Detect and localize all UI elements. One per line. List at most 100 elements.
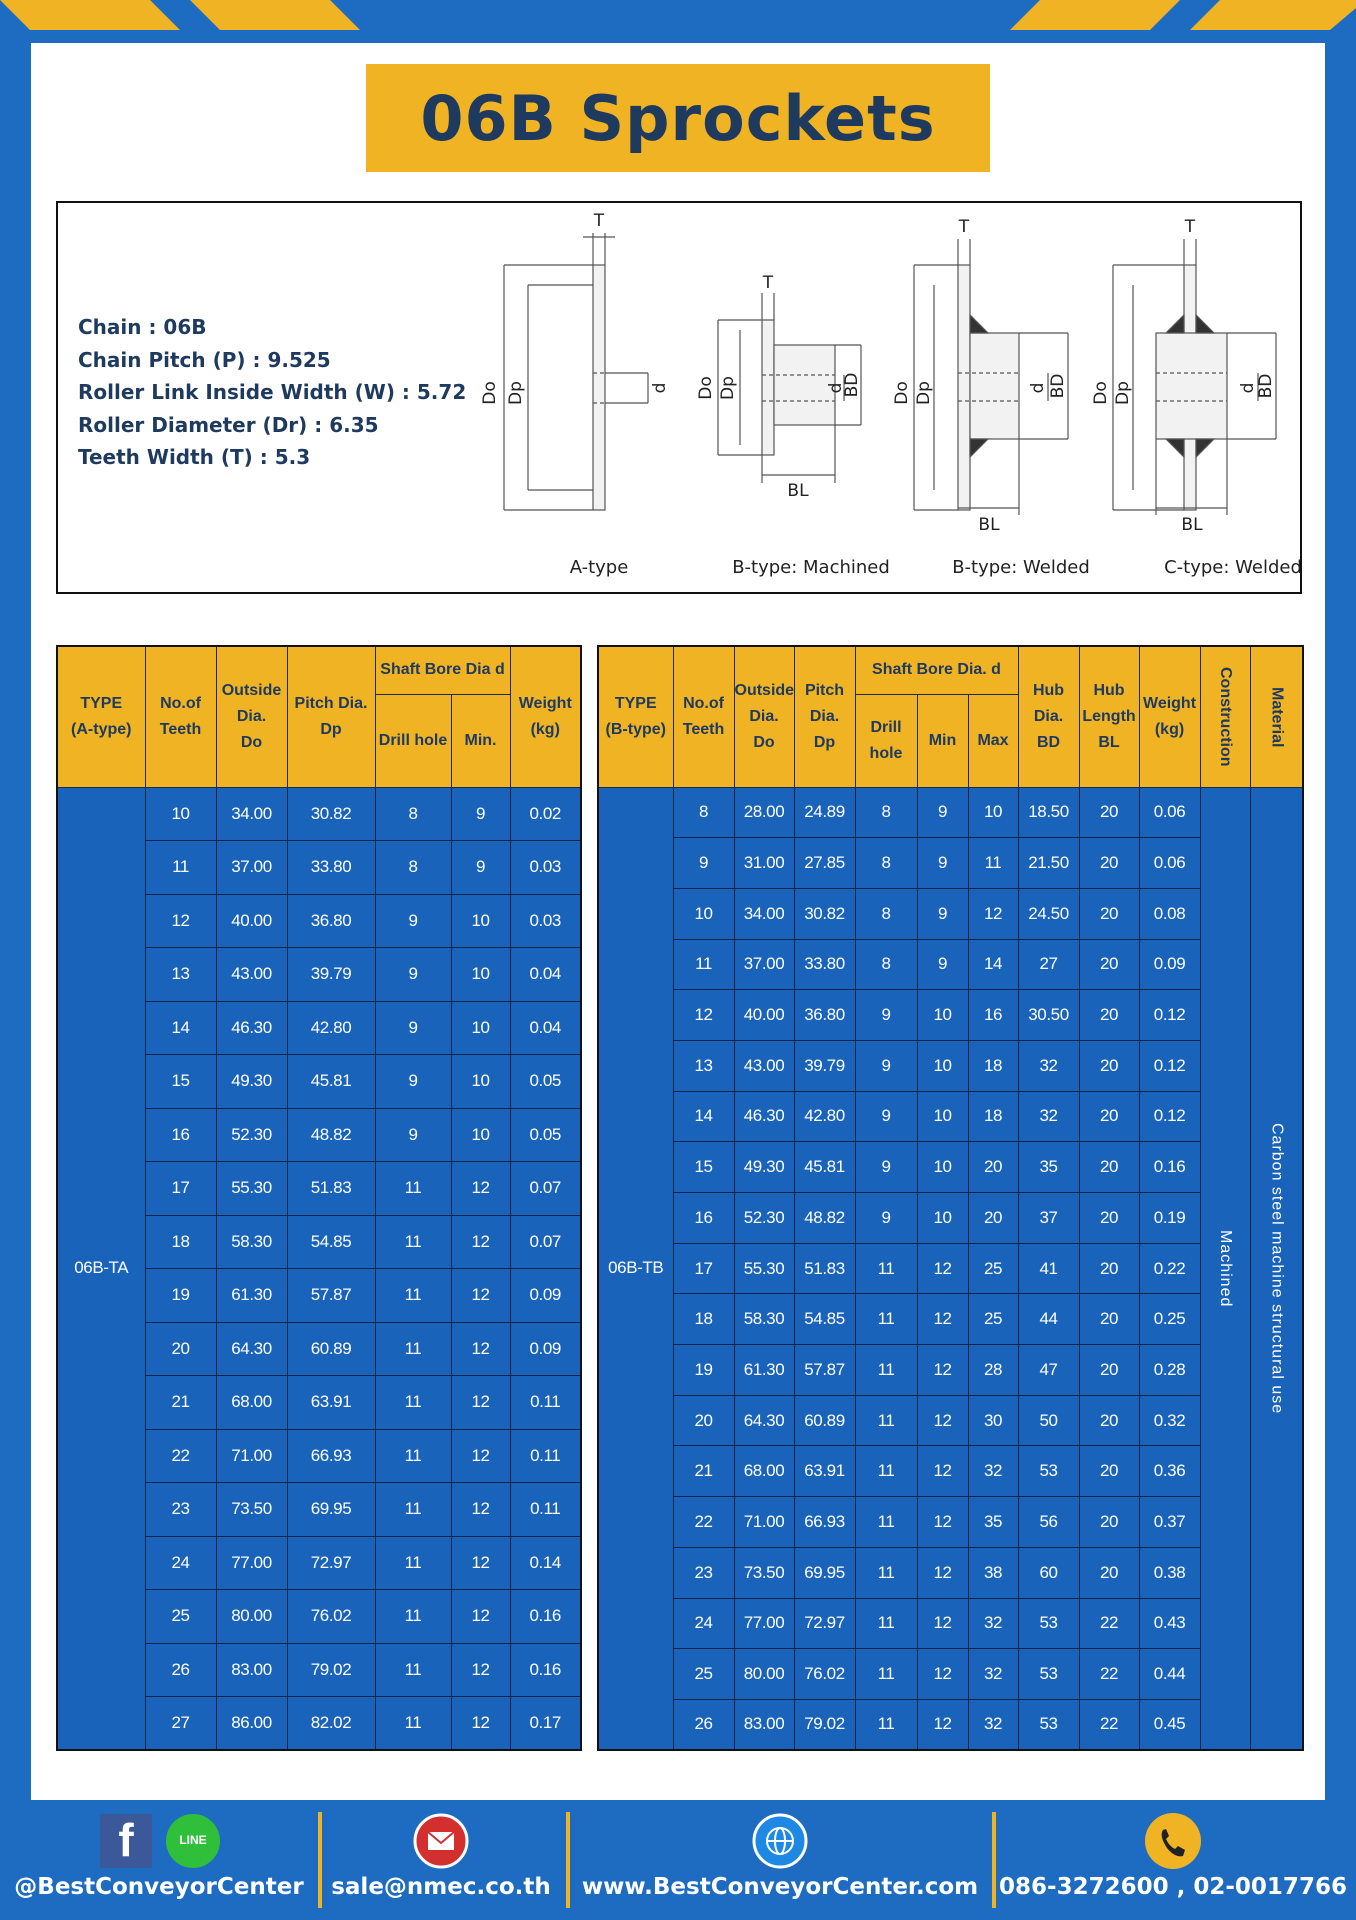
data-cell: 0.06 [1138, 786, 1201, 839]
data-cell: 0.45 [1138, 1698, 1201, 1751]
contact-text: sale@nmec.co.th [331, 1874, 551, 1900]
data-cell: 73.50 [215, 1482, 288, 1537]
data-cell: 21.50 [1017, 837, 1080, 889]
data-cell: 27.85 [793, 837, 856, 889]
data-cell: 19 [144, 1268, 217, 1323]
data-cell: 9 [916, 837, 969, 889]
header-row: Drill hole Min Max [598, 693, 1303, 788]
data-cell: 10 [916, 1039, 969, 1092]
data-row: 21 68.00 63.91 11 12 32 53 20 0.36 [598, 1445, 1303, 1498]
data-cell: 83.00 [215, 1642, 288, 1697]
data-row: 14 46.30 42.80 9 10 0.04 [57, 1000, 582, 1055]
spec-line: Roller Link Inside Width (W) : 5.72 [78, 380, 467, 404]
data-cell: 20 [1078, 1039, 1140, 1092]
data-cell: 60.89 [286, 1321, 376, 1376]
data-cell: 55.30 [215, 1161, 288, 1216]
data-cell: 0.19 [1138, 1192, 1201, 1244]
data-row: 11 37.00 33.80 8 9 0.03 [57, 840, 582, 895]
data-cell: 12 [450, 1161, 511, 1216]
data-cell: 16 [672, 1192, 735, 1244]
data-cell: 36.80 [793, 989, 856, 1041]
data-cell: 8 [854, 938, 918, 991]
column-header: TYPE (A-type) [56, 645, 146, 788]
data-cell: 42.80 [793, 1090, 856, 1143]
data-cell: 86.00 [215, 1696, 288, 1751]
data-row: 16 52.30 48.82 9 10 0.05 [57, 1107, 582, 1162]
data-cell: 0.25 [1138, 1293, 1201, 1346]
data-cell: 83.00 [733, 1698, 795, 1751]
data-cell: 8 [672, 786, 735, 839]
diagram-caption: C-type: Welded [1164, 557, 1300, 578]
data-cell: 51.83 [286, 1161, 376, 1216]
data-row: 21 68.00 63.91 11 12 0.11 [57, 1375, 582, 1430]
data-cell: 18 [967, 1039, 1019, 1092]
data-cell: 9 [374, 1054, 452, 1109]
data-cell: 30.82 [793, 887, 856, 940]
data-row: 24 77.00 72.97 11 12 32 53 22 0.43 [598, 1597, 1303, 1650]
data-cell: 9 [374, 893, 452, 948]
data-cell: 0.09 [1138, 938, 1201, 991]
data-cell: 43.00 [733, 1039, 795, 1092]
data-row: 23 73.50 69.95 11 12 38 60 20 0.38 [598, 1546, 1303, 1599]
data-cell: 37 [1017, 1192, 1080, 1244]
data-cell: 11 [854, 1394, 918, 1447]
data-cell: 24 [144, 1535, 217, 1590]
dimension-label: d [1028, 383, 1048, 394]
column-header: Hub Dia. BD [1017, 645, 1080, 788]
data-cell: 31.00 [733, 837, 795, 889]
data-cell: 11 [374, 1589, 452, 1644]
data-cell: 41 [1017, 1242, 1080, 1295]
data-cell: 18 [144, 1214, 217, 1269]
data-cell: 63.91 [793, 1445, 856, 1498]
data-cell: 13 [672, 1039, 735, 1092]
data-cell: 20 [1078, 1293, 1140, 1346]
dimension-label: Do [892, 381, 912, 405]
data-cell: 25 [967, 1293, 1019, 1346]
data-cell: 0.12 [1138, 1039, 1201, 1092]
data-cell: 0.16 [1138, 1141, 1201, 1193]
divider [992, 1812, 996, 1908]
data-row: 26 83.00 79.02 11 12 32 53 22 0.45 [598, 1698, 1303, 1751]
data-cell: 32 [1017, 1090, 1080, 1143]
divider [566, 1812, 570, 1908]
data-cell: 8 [374, 786, 452, 841]
data-cell: 20 [1078, 1192, 1140, 1244]
data-cell: 11 [374, 1696, 452, 1751]
column-header: TYPE (B-type) [597, 645, 674, 788]
spec-line: Chain Pitch (P) : 9.525 [78, 347, 331, 372]
data-cell: 20 [1078, 1090, 1140, 1143]
contact-text: @BestConveyorCenter [14, 1874, 304, 1900]
data-cell: 9 [450, 840, 511, 895]
data-cell: 64.30 [733, 1394, 795, 1447]
data-cell: 34.00 [733, 887, 795, 940]
data-cell: 10 [450, 947, 511, 1002]
data-cell: 49.30 [215, 1054, 288, 1109]
data-row: 17 55.30 51.83 11 12 25 41 20 0.22 [598, 1242, 1303, 1295]
dimension-label: BL [1181, 515, 1203, 535]
data-cell: 12 [450, 1321, 511, 1376]
data-cell: 22 [1078, 1597, 1140, 1650]
data-cell: 57.87 [793, 1344, 856, 1396]
data-cell: 21 [672, 1445, 735, 1498]
contact-text: www.BestConveyorCenter.com [581, 1874, 979, 1900]
data-cell: 14 [967, 938, 1019, 991]
data-cell: 77.00 [215, 1535, 288, 1590]
data-cell: 10 [450, 1107, 511, 1162]
data-cell: 12 [450, 1214, 511, 1269]
header-row: TYPE (B-type) No.of Teeth Outside Dia. Do P… [597, 645, 1304, 788]
data-row: 14 46.30 42.80 9 10 18 32 20 0.12 [598, 1090, 1303, 1143]
dimension-label: Dp [718, 376, 738, 400]
data-cell: 30.50 [1017, 989, 1080, 1041]
data-cell: 48.82 [793, 1192, 856, 1244]
data-cell: 50 [1017, 1394, 1080, 1447]
data-cell: 12 [916, 1242, 969, 1295]
column-subheader: Min. [450, 693, 511, 788]
data-cell: 12 [916, 1698, 969, 1751]
data-cell: 10 [450, 1000, 511, 1055]
data-row: 16 52.30 48.82 9 10 20 37 20 0.19 [598, 1192, 1303, 1244]
header-row: Drill hole Min. [57, 693, 581, 788]
data-cell: 20 [1078, 887, 1140, 940]
column-header: Construction [1199, 645, 1251, 788]
data-cell: 17 [144, 1161, 217, 1216]
